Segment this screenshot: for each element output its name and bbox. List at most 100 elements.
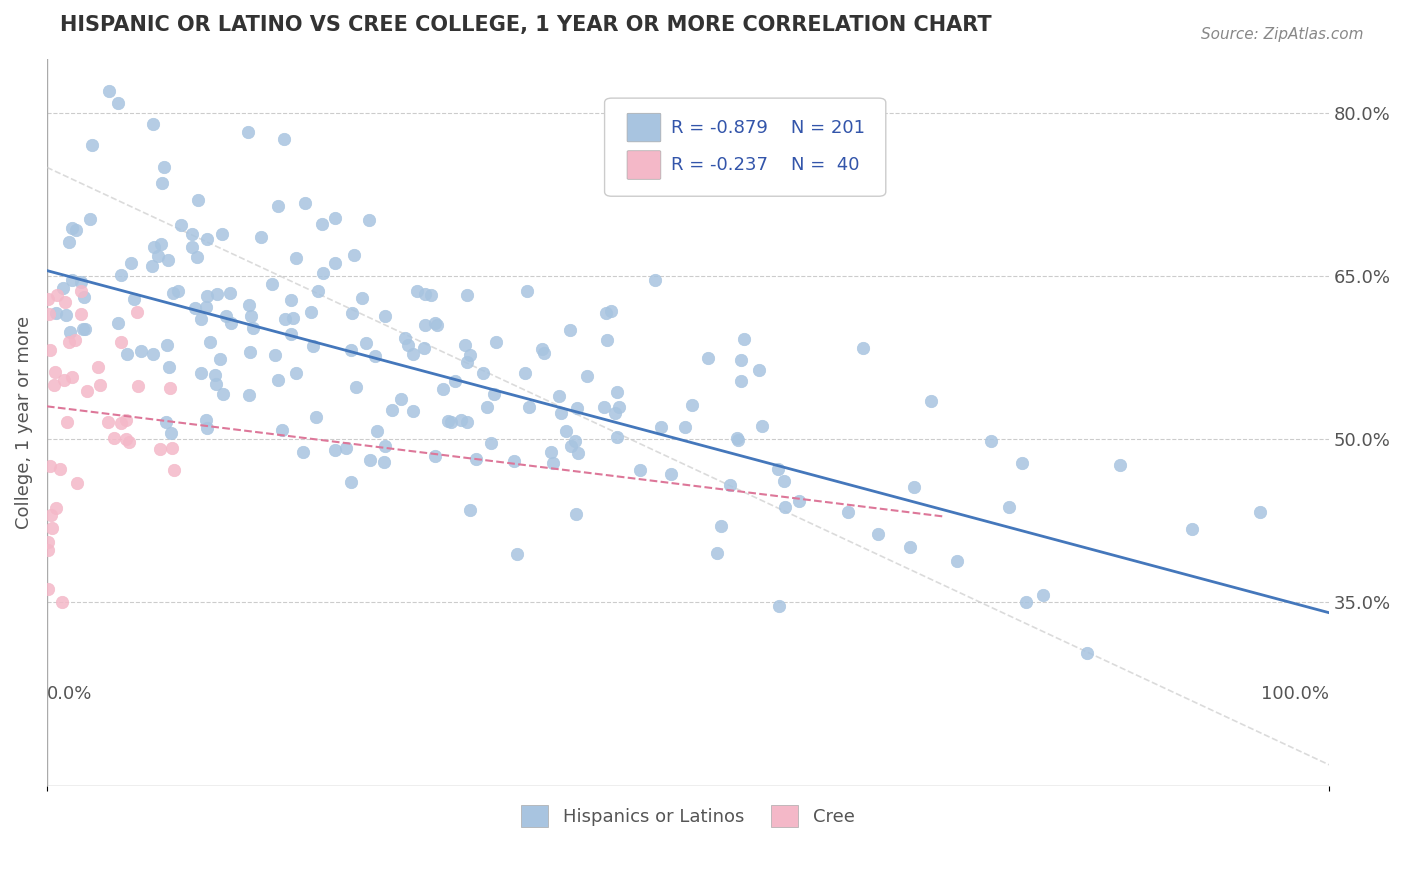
Point	[681, 398, 703, 412]
Point	[190, 312, 212, 326]
Point	[107, 95, 129, 110]
Point	[60, 221, 83, 235]
Point	[1108, 458, 1130, 472]
Point	[242, 321, 264, 335]
Point	[238, 298, 260, 312]
Point	[110, 416, 132, 430]
Point	[198, 334, 221, 349]
Point	[160, 441, 183, 455]
Point	[58, 334, 80, 349]
Point	[110, 334, 132, 349]
Text: 100.0%: 100.0%	[1261, 684, 1329, 703]
Point	[364, 349, 387, 363]
Point	[285, 367, 308, 381]
Point	[718, 477, 741, 491]
Point	[97, 415, 120, 429]
Point	[460, 503, 482, 517]
Point	[340, 343, 363, 358]
Point	[65, 223, 87, 237]
Point	[606, 430, 628, 444]
Point	[107, 316, 129, 330]
Point	[69, 284, 91, 298]
Point	[215, 310, 238, 324]
Point	[350, 291, 373, 305]
Point	[733, 332, 755, 346]
Point	[456, 415, 478, 429]
Point	[195, 289, 218, 303]
Point	[37, 582, 59, 596]
Point	[439, 415, 461, 429]
Point	[239, 310, 262, 324]
Point	[76, 384, 98, 398]
Point	[156, 253, 179, 268]
Point	[86, 360, 108, 375]
Point	[340, 305, 363, 319]
Point	[79, 211, 101, 226]
Point	[156, 337, 179, 351]
Point	[432, 382, 454, 396]
Point	[238, 388, 260, 402]
Point	[550, 407, 572, 421]
Point	[1011, 456, 1033, 470]
Point	[291, 445, 314, 459]
Point	[366, 424, 388, 438]
Point	[710, 519, 733, 533]
Point	[920, 394, 942, 409]
Point	[38, 307, 60, 321]
Point	[195, 300, 218, 314]
Point	[576, 369, 599, 384]
Point	[391, 392, 413, 406]
Point	[49, 462, 72, 476]
Point	[503, 453, 526, 467]
Point	[531, 342, 554, 356]
Point	[205, 287, 228, 301]
Point	[413, 341, 436, 355]
Point	[284, 251, 307, 265]
Point	[186, 251, 208, 265]
Point	[1181, 522, 1204, 536]
Point	[866, 526, 889, 541]
Point	[52, 281, 75, 295]
Point	[195, 413, 218, 427]
Point	[142, 240, 165, 254]
Point	[650, 420, 672, 434]
Point	[465, 452, 488, 467]
Point	[42, 378, 65, 392]
Point	[456, 355, 478, 369]
Point	[477, 400, 499, 414]
Point	[472, 366, 495, 380]
Point	[267, 199, 290, 213]
Point	[209, 352, 232, 367]
Point	[270, 423, 292, 437]
Point	[706, 546, 728, 560]
Point	[515, 366, 537, 380]
Point	[696, 351, 718, 365]
Point	[195, 232, 218, 246]
Point	[659, 467, 682, 482]
Point	[374, 439, 396, 453]
Point	[339, 475, 361, 489]
Point	[460, 347, 482, 361]
Point	[593, 400, 616, 414]
Point	[219, 286, 242, 301]
Point	[323, 211, 346, 226]
Point	[184, 301, 207, 315]
Point	[39, 343, 62, 358]
Point	[748, 363, 770, 377]
Point	[323, 256, 346, 270]
Point	[160, 426, 183, 441]
Point	[515, 284, 537, 298]
Point	[766, 461, 789, 475]
Point	[273, 132, 295, 146]
Point	[311, 217, 333, 231]
Point	[55, 309, 77, 323]
Point	[45, 287, 67, 301]
Point	[359, 213, 381, 227]
Point	[166, 284, 188, 298]
Point	[644, 273, 666, 287]
Point	[600, 304, 623, 318]
Point	[180, 240, 202, 254]
Point	[485, 335, 508, 350]
Text: Source: ZipAtlas.com: Source: ZipAtlas.com	[1201, 27, 1364, 42]
Point	[211, 227, 233, 241]
